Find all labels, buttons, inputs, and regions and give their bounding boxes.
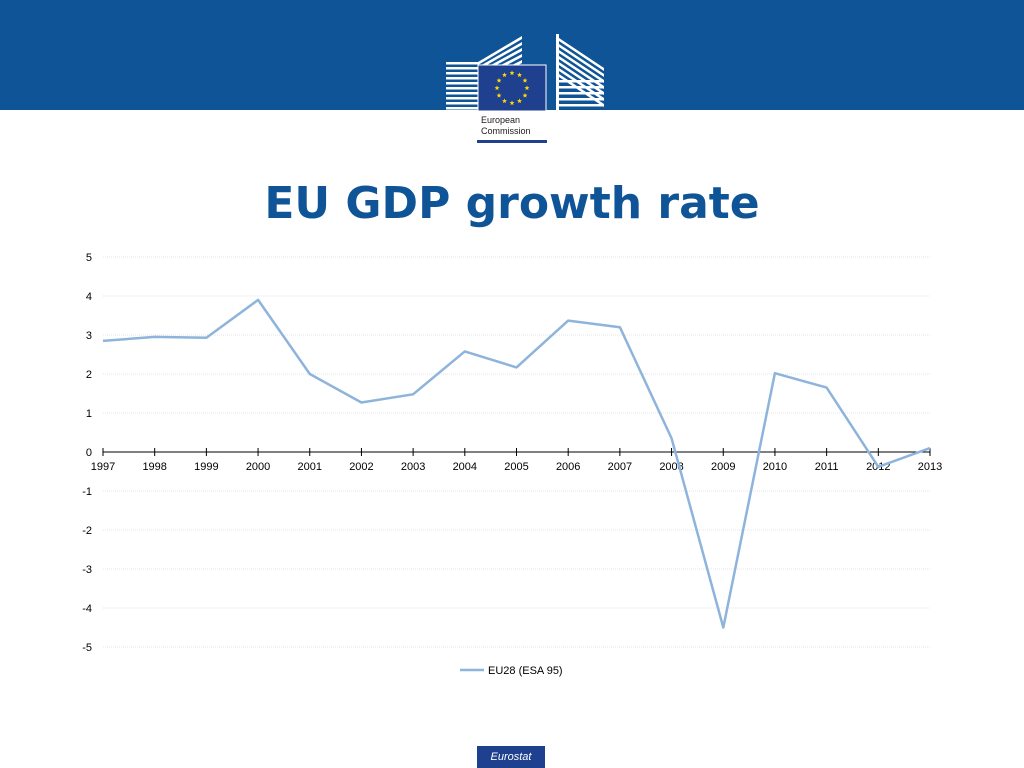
- x-tick-label: 2000: [246, 461, 270, 473]
- y-tick-label: -2: [82, 525, 92, 537]
- y-tick-label: -4: [82, 603, 92, 615]
- eu-star-icon: [524, 85, 530, 91]
- y-tick-label: 0: [86, 447, 92, 459]
- x-tick-label: 2002: [349, 461, 373, 473]
- eu-star-icon: [517, 98, 522, 104]
- eu-star-icon: [494, 85, 500, 91]
- x-tick-label: 2007: [608, 461, 632, 473]
- x-tick-label: 1998: [142, 461, 166, 473]
- eu-star-icon: [496, 77, 502, 83]
- y-tick-label: 4: [86, 291, 92, 303]
- eu-star-icon: [509, 100, 515, 106]
- eu-star-icon: [509, 70, 515, 76]
- x-tick-label: 1999: [194, 461, 218, 473]
- y-tick-label: -3: [82, 564, 92, 576]
- y-tick-label: 5: [86, 252, 92, 264]
- legend-label: EU28 (ESA 95): [488, 665, 563, 677]
- x-tick-label: 2003: [401, 461, 425, 473]
- y-tick-label: 2: [86, 369, 92, 381]
- logo-line-2: Commission: [481, 126, 531, 136]
- y-tick-label: -5: [82, 642, 92, 654]
- y-tick-label: 3: [86, 330, 92, 342]
- x-tick-label: 2010: [763, 461, 787, 473]
- y-tick-label: 1: [86, 408, 92, 420]
- x-tick-label: 2013: [918, 461, 942, 473]
- slide-title: EU GDP growth rate: [264, 178, 760, 229]
- eu-star-icon: [522, 77, 528, 83]
- eu-star-icon: [522, 92, 528, 98]
- logo-underline: [477, 140, 547, 143]
- eu-flag-icon: [446, 34, 604, 112]
- x-tick-label: 2006: [556, 461, 580, 473]
- x-tick-label: 1997: [91, 461, 115, 473]
- european-commission-logo: [444, 34, 606, 146]
- series-line: [102, 298, 931, 629]
- logo-line-1: European: [481, 115, 521, 125]
- eu-star-icon: [502, 98, 507, 104]
- eu-star-icon: [517, 72, 522, 78]
- x-tick-label: 2001: [298, 461, 322, 473]
- y-tick-label: -1: [82, 486, 92, 498]
- x-tick-label: 2009: [711, 461, 735, 473]
- logo-text: European Commission: [481, 115, 531, 137]
- eurostat-badge: Eurostat: [477, 746, 545, 768]
- x-tick-label: 2005: [504, 461, 528, 473]
- x-tick-label: 2004: [453, 461, 477, 473]
- eu-star-icon: [496, 92, 502, 98]
- x-tick-label: 2011: [815, 461, 839, 473]
- eu-star-icon: [502, 72, 507, 78]
